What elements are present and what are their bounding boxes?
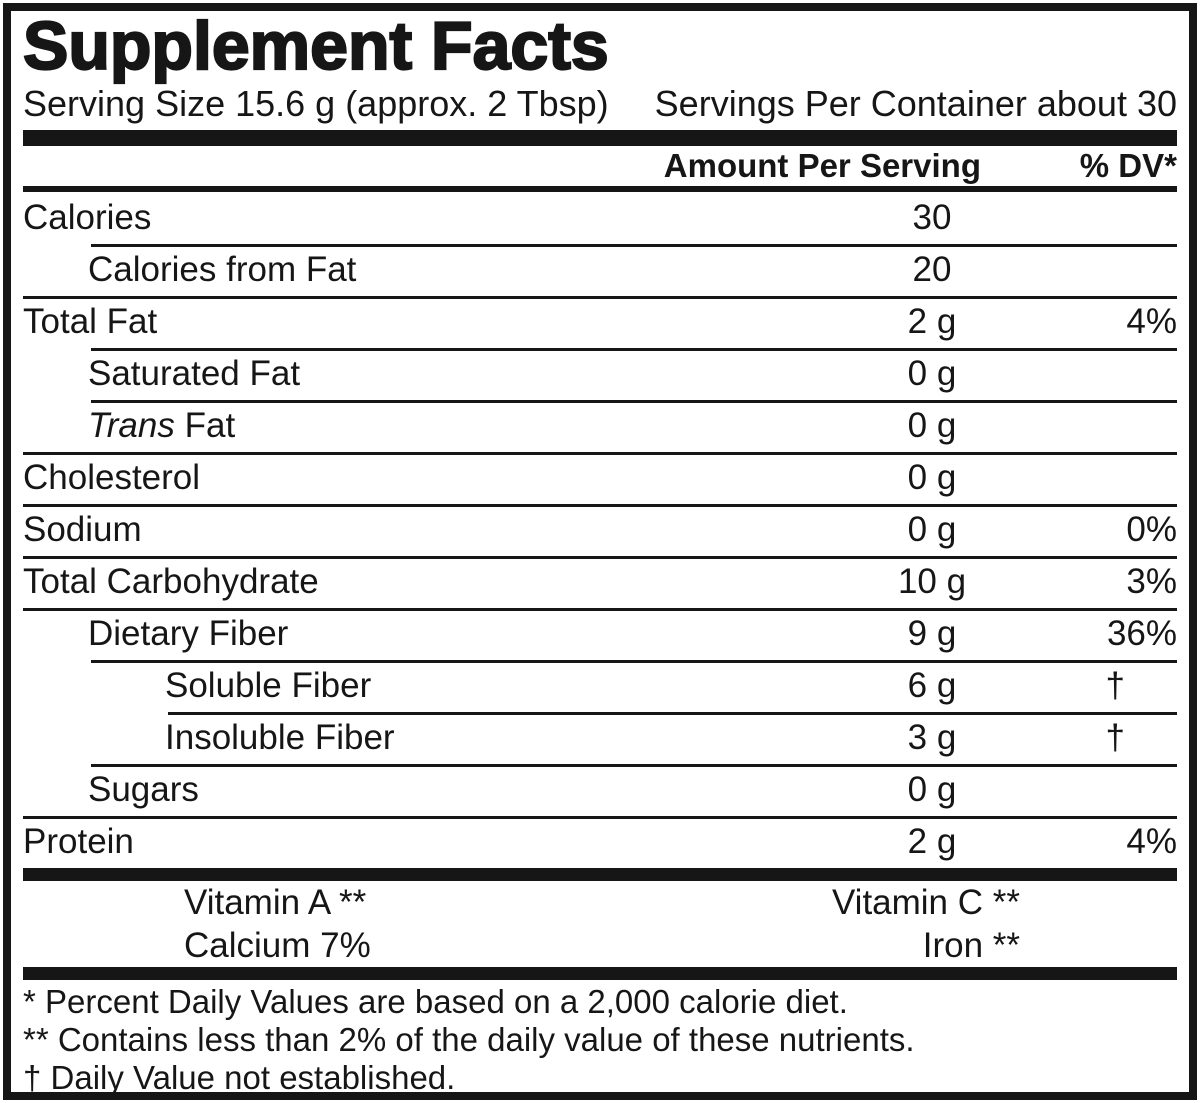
nutrient-amount: 10 g: [897, 562, 967, 601]
label-title: Supplement Facts: [22, 8, 610, 84]
nutrient-daily-value: †: [1105, 718, 1125, 757]
serving-info-line: Serving Size 15.6 g (approx. 2 Tbsp) Ser…: [23, 85, 1177, 123]
row-separator-line: [91, 348, 1177, 351]
nutrient-amount: 2 g: [907, 302, 957, 341]
nutrient-name: Soluble Fiber: [165, 666, 372, 705]
micronutrient-row: Calcium 7% Iron **: [23, 924, 1177, 967]
nutrient-row: Saturated Fat 0 g: [23, 348, 1177, 400]
nutrient-name: Saturated Fat: [88, 354, 301, 393]
row-separator-line: [23, 556, 1177, 559]
nutrient-amount: 6 g: [907, 666, 957, 705]
row-separator-line: [23, 296, 1177, 299]
column-header-row: Amount Per Serving % DV*: [23, 146, 1177, 192]
percent-dv-header: % DV*: [1079, 147, 1177, 184]
nutrient-daily-value: 4%: [1126, 822, 1177, 861]
micronutrient-right: Vitamin C **: [831, 882, 1020, 922]
nutrient-amount: 30: [912, 198, 952, 237]
nutrient-name: Sugars: [88, 770, 199, 809]
micronutrient-section: Vitamin A ** Vitamin C ** Calcium 7% Iron *…: [23, 881, 1177, 967]
nutrient-row: Sugars 0 g: [23, 764, 1177, 816]
nutrient-daily-value: 3%: [1126, 562, 1177, 601]
nutrient-name: Total Carbohydrate: [23, 562, 319, 601]
supplement-facts-label: Supplement Facts Serving Size 15.6 g (ap…: [3, 3, 1197, 1100]
nutrient-name: Calories from Fat: [88, 250, 357, 289]
nutrient-amount: 20: [912, 250, 952, 289]
servings-per-container-text: Servings Per Container about 30: [654, 83, 1177, 124]
row-separator-line: [91, 244, 1177, 247]
nutrient-row: Total Fat 2 g 4%: [23, 296, 1177, 348]
footnote: * Percent Daily Values are based on a 2,…: [23, 983, 848, 1020]
nutrient-daily-value: 0%: [1126, 510, 1177, 549]
row-separator-line: [168, 712, 1177, 715]
row-separator-line: [23, 608, 1177, 611]
nutrient-daily-value: †: [1105, 666, 1125, 705]
amount-per-serving-header: Amount Per Serving: [663, 147, 981, 184]
nutrient-daily-value: 36%: [1106, 614, 1177, 653]
nutrient-row: Sodium 0 g 0%: [23, 504, 1177, 556]
nutrient-row: Calories 30: [23, 192, 1177, 244]
nutrient-name: Cholesterol: [23, 458, 201, 497]
nutrient-name: Dietary Fiber: [88, 614, 289, 653]
nutrient-row: Protein 2 g 4%: [23, 816, 1177, 868]
nutrient-amount: 0 g: [907, 458, 957, 497]
nutrient-amount: 9 g: [907, 614, 957, 653]
footnote: † Daily Value not established.: [23, 1059, 456, 1096]
nutrient-row: Dietary Fiber 9 g 36%: [23, 608, 1177, 660]
micronutrient-left: Calcium 7%: [184, 925, 371, 965]
nutrient-row: Total Carbohydrate 10 g 3%: [23, 556, 1177, 608]
nutrient-amount: 0 g: [907, 510, 957, 549]
nutrient-name: Sodium: [23, 510, 142, 549]
nutrient-row: Soluble Fiber 6 g †: [23, 660, 1177, 712]
row-separator-line: [23, 504, 1177, 507]
section-divider-top: [23, 130, 1177, 146]
nutrient-amount: 0 g: [907, 354, 957, 393]
nutrient-row: Cholesterol 0 g: [23, 452, 1177, 504]
nutrient-daily-value: 4%: [1126, 302, 1177, 341]
row-separator-line: [23, 452, 1177, 455]
nutrient-row: Calories from Fat 20: [23, 244, 1177, 296]
row-separator-line: [91, 764, 1177, 767]
nutrient-name: Protein: [23, 822, 134, 861]
nutrient-name: Calories: [23, 198, 152, 237]
row-separator-line: [91, 660, 1177, 663]
nutrient-amount: 2 g: [907, 822, 957, 861]
row-separator-line: [91, 400, 1177, 403]
nutrient-amount: 0 g: [907, 770, 957, 809]
section-divider-micronutrients: [23, 868, 1177, 881]
serving-size-text: Serving Size 15.6 g (approx. 2 Tbsp): [23, 83, 609, 124]
label-inner: Supplement Facts Serving Size 15.6 g (ap…: [11, 8, 1189, 1097]
section-divider-footnotes: [23, 967, 1177, 980]
footnote: ** Contains less than 2% of the daily va…: [23, 1021, 915, 1058]
micronutrient-right: Iron **: [922, 925, 1020, 965]
nutrient-row: Insoluble Fiber 3 g †: [23, 712, 1177, 764]
nutrient-table: Calories 30 Calories from Fat 20 Total Fat 2 …: [23, 192, 1177, 868]
micronutrient-row: Vitamin A ** Vitamin C **: [23, 881, 1177, 924]
footnote-section: * Percent Daily Values are based on a 2,…: [23, 980, 1177, 1097]
nutrient-amount: 3 g: [907, 718, 957, 757]
micronutrient-left: Vitamin A **: [184, 882, 367, 922]
nutrient-row: Trans Fat 0 g: [23, 400, 1177, 452]
nutrient-name: Trans Fat: [88, 406, 236, 445]
row-separator-line: [23, 816, 1177, 819]
nutrient-name: Total Fat: [23, 302, 158, 341]
nutrient-name: Insoluble Fiber: [165, 718, 395, 757]
nutrient-amount: 0 g: [907, 406, 957, 445]
